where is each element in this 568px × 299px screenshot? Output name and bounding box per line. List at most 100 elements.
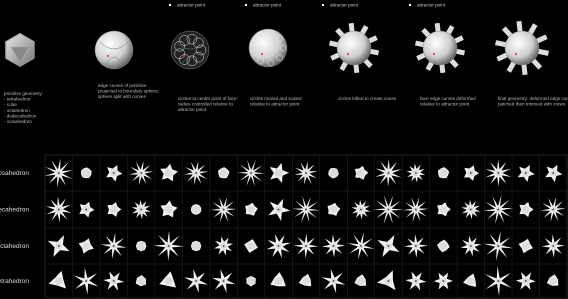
variant-hole [497, 280, 499, 282]
variant-core [275, 169, 283, 177]
variant-hole [305, 245, 307, 247]
variant-core [329, 206, 337, 214]
variant-core [192, 205, 201, 214]
variant-core [137, 242, 146, 251]
stage-caption: circles lofted to create cones [338, 96, 397, 101]
variant-core [522, 242, 530, 250]
variant-core [440, 206, 448, 214]
sphere [505, 31, 539, 65]
attractor-dot [433, 53, 435, 55]
stage-caption: sphere split with curves [98, 94, 146, 99]
stage-caption: - dodecahedron [4, 113, 37, 118]
variant-hole [552, 209, 554, 211]
variant-core [439, 242, 447, 250]
variant-core [165, 277, 173, 285]
stage-caption: circles moved and scaled [250, 96, 302, 101]
attractor-label: attractor point [177, 3, 206, 8]
stage-caption: - tetrahedron [4, 97, 31, 102]
stage-illustration [95, 31, 133, 69]
variant-hole [113, 172, 115, 174]
variant-hole [525, 280, 527, 282]
variant-hole [497, 245, 499, 247]
variant-core [137, 277, 145, 285]
sphere [95, 31, 133, 69]
attractor-label: attractor point [330, 3, 359, 8]
variant-hole [278, 209, 280, 211]
variant-hole [85, 280, 87, 282]
variant-core [247, 206, 255, 214]
variant-core [110, 206, 118, 214]
variant-hole [58, 245, 60, 247]
attractor-dot [107, 55, 109, 57]
variant-core [192, 242, 201, 251]
sphere [423, 31, 457, 65]
variant-hole [525, 172, 527, 174]
variant-hole [140, 172, 142, 174]
stage-caption: edge curves of primitive [98, 83, 147, 88]
row-label: octahedron [0, 243, 29, 250]
variant-hole [305, 172, 307, 174]
variant-hole [305, 209, 307, 211]
row-label: icosahedron [0, 170, 29, 177]
variant-hole [415, 209, 417, 211]
attractor-marker [322, 4, 324, 6]
variant-hole [470, 172, 472, 174]
variant-core [164, 205, 172, 213]
variant-core [302, 277, 310, 285]
variant-hole [360, 245, 362, 247]
stage-illustration [249, 29, 287, 67]
stage-caption: final geometry; deformed edge curves [498, 96, 568, 101]
stage-caption: face edge curves deformed [420, 96, 476, 101]
variant-hole [415, 245, 417, 247]
variant-hole [497, 209, 499, 211]
variant-hole [223, 209, 225, 211]
variant-hole [58, 209, 60, 211]
variant-hole [223, 245, 225, 247]
stage-caption: - octahedron [4, 108, 30, 113]
variant-hole [333, 245, 335, 247]
variant-hole [223, 280, 225, 282]
variant-core [82, 242, 89, 249]
variant-hole [113, 245, 115, 247]
attractor-dot [347, 53, 349, 55]
attractor-dot [261, 53, 263, 55]
variant-core [357, 169, 365, 177]
variant-hole [140, 209, 142, 211]
variant-hole [360, 209, 362, 211]
variant-hole [168, 245, 170, 247]
variant-hole [278, 245, 280, 247]
variant-hole [388, 280, 390, 282]
variant-hole [388, 209, 390, 211]
variant-core [549, 277, 557, 285]
variant-core [467, 277, 475, 285]
attractor-dot [183, 55, 185, 57]
stage-illustration [171, 31, 209, 69]
figure: attractor pointattractor pointattractor … [0, 0, 568, 299]
variant-core [357, 277, 365, 285]
variant-core [274, 277, 282, 285]
variant-hole [552, 245, 554, 247]
variant-hole [470, 245, 472, 247]
variant-hole [195, 280, 197, 282]
variant-core [165, 169, 173, 177]
variant-hole [415, 172, 417, 174]
variant-hole [388, 172, 390, 174]
stage-caption: projected to boundary sphere; [98, 89, 159, 94]
variant-hole [58, 172, 60, 174]
stage-caption: - icosahedron [4, 119, 32, 124]
variant-hole [195, 172, 197, 174]
row-label: dodecahedron [0, 207, 29, 214]
variant-hole [250, 172, 252, 174]
variant-hole [333, 280, 335, 282]
variant-core [219, 169, 227, 177]
stage-caption: circles at center point of face; [178, 96, 238, 101]
variant-core [522, 206, 530, 214]
attractor-marker [245, 4, 247, 6]
stage-caption: relative to attractor point [420, 102, 470, 107]
variant-hole [415, 280, 417, 282]
sphere [337, 31, 371, 65]
variant-hole [113, 280, 115, 282]
variant-core [247, 242, 255, 250]
stage-caption: relative to attractor point [250, 102, 300, 107]
variant-core [55, 277, 63, 285]
